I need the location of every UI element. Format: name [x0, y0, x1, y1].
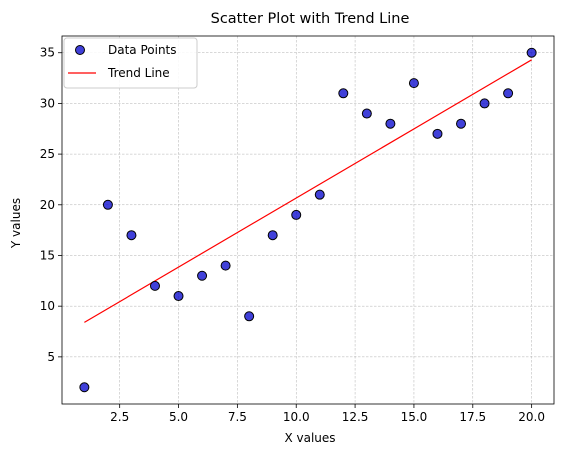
- data-point: [526, 47, 537, 58]
- y-tick-label: 15: [40, 248, 55, 262]
- trend-line-layer: [84, 59, 532, 323]
- grid-lines: [62, 36, 554, 404]
- y-tick-label: 25: [40, 147, 55, 161]
- y-tick-label: 10: [40, 299, 55, 313]
- data-point: [267, 230, 278, 241]
- data-point: [361, 108, 372, 119]
- data-point: [385, 118, 396, 129]
- data-point: [102, 199, 113, 210]
- data-point: [456, 118, 467, 129]
- x-tick-label: 20.0: [518, 410, 545, 424]
- data-point: [432, 128, 443, 139]
- legend-label-trend-line: Trend Line: [107, 66, 170, 80]
- x-tick-label: 2.5: [110, 410, 129, 424]
- trend-line: [84, 59, 532, 323]
- data-point: [173, 291, 184, 302]
- data-point: [314, 189, 325, 200]
- data-point: [79, 382, 90, 393]
- data-point: [479, 98, 490, 109]
- data-point: [503, 88, 514, 99]
- x-tick-label: 7.5: [228, 410, 247, 424]
- x-tick-label: 17.5: [459, 410, 486, 424]
- y-tick-label: 5: [47, 350, 55, 364]
- data-point: [126, 230, 137, 241]
- data-point: [338, 88, 349, 99]
- y-axis-title: Y values: [9, 198, 23, 249]
- x-tick-label: 5.0: [169, 410, 188, 424]
- y-tick-label: 30: [40, 96, 55, 110]
- x-axis-ticks: 2.5 5.0 7.5 10.0 12.5 15.0 17.5 20.0: [110, 404, 545, 424]
- y-axis-ticks: 5 10 15 20 25 30 35: [40, 46, 62, 364]
- data-points-layer: [79, 47, 537, 393]
- legend-marker-data-points: [75, 45, 85, 55]
- data-point: [197, 270, 208, 281]
- chart-title: Scatter Plot with Trend Line: [211, 11, 410, 27]
- x-tick-label: 10.0: [283, 410, 310, 424]
- plot-frame: [61, 35, 555, 405]
- legend-box: [63, 37, 198, 89]
- legend-label-data-points: Data Points: [108, 43, 177, 57]
- y-tick-label: 20: [40, 198, 55, 212]
- data-point: [149, 280, 160, 291]
- data-point: [408, 78, 419, 89]
- data-point: [291, 209, 302, 220]
- x-axis-title: X values: [284, 431, 335, 445]
- y-tick-label: 35: [40, 46, 55, 60]
- x-tick-label: 15.0: [401, 410, 428, 424]
- legend: Data Points Trend Line: [63, 37, 198, 89]
- x-tick-label: 12.5: [342, 410, 369, 424]
- data-point: [220, 260, 231, 271]
- data-point: [244, 311, 255, 322]
